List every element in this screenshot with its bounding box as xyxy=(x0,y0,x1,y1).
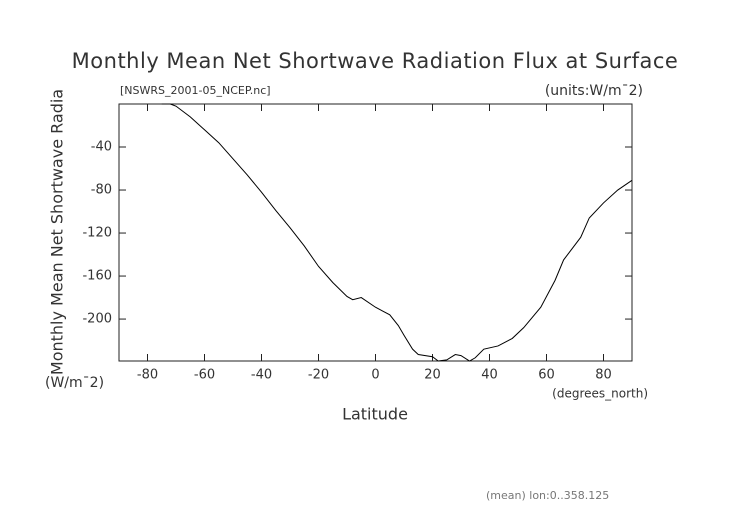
x-tick-label: -20 xyxy=(308,368,329,383)
x-tick-label: 60 xyxy=(538,368,555,383)
y-units: (W/m¯2) xyxy=(45,375,104,391)
y-axis-label: Monthly Mean Net Shortwave Radia xyxy=(48,89,67,375)
x-tick-label: 40 xyxy=(481,368,498,383)
y-tick-label: -120 xyxy=(82,226,112,241)
x-axis-label: Latitude xyxy=(342,405,408,424)
y-tick-label: -40 xyxy=(91,140,112,155)
plot-frame xyxy=(118,103,633,362)
footnote: (mean) lon:0..358.125 xyxy=(486,489,609,502)
data-line xyxy=(161,103,633,362)
y-tick-label: -80 xyxy=(91,183,112,198)
subtitle: [NSWRS_2001-05_NCEP.nc] xyxy=(120,84,271,97)
units-label: (units:W/m¯2) xyxy=(545,83,643,99)
x-tick-label: -80 xyxy=(137,368,158,383)
x-tick-label: 80 xyxy=(595,368,612,383)
x-units: (degrees_north) xyxy=(552,387,648,401)
y-tick-label: -200 xyxy=(82,312,112,327)
x-tick-label: 0 xyxy=(371,368,379,383)
x-tick-label: -40 xyxy=(251,368,272,383)
chart-title: Monthly Mean Net Shortwave Radiation Flu… xyxy=(72,49,679,73)
x-tick-label: 20 xyxy=(424,368,441,383)
y-tick-label: -160 xyxy=(82,269,112,284)
x-tick-label: -60 xyxy=(194,368,215,383)
